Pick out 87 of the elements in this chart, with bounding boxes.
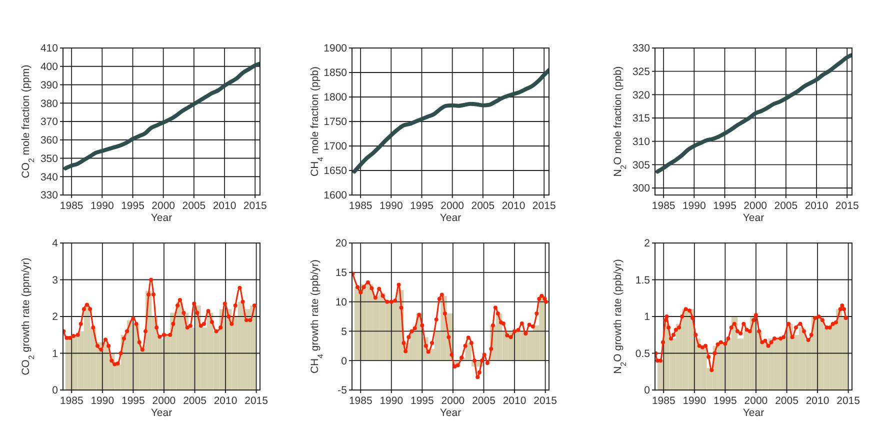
y-tick-label: 390 <box>40 79 58 92</box>
y-tick-label: 3 <box>52 274 58 286</box>
y-tick-label: 360 <box>40 134 58 147</box>
y-tick-label: 1750 <box>324 116 348 128</box>
x-tick-label: 1990 <box>380 395 404 407</box>
x-tick-label: 2000 <box>744 395 768 407</box>
y-tick-label: 0.5 <box>635 348 650 360</box>
x-tick-label: 1990 <box>682 200 706 212</box>
y-tick-label: -5 <box>338 384 348 397</box>
y-tick-label: 1 <box>52 348 58 360</box>
x-tick-label: 2000 <box>744 200 768 212</box>
y-tick-label: 0 <box>52 384 58 397</box>
x-tick-label: 2005 <box>183 395 207 407</box>
x-tick-label: 2005 <box>472 395 496 407</box>
x-tick-label: 2010 <box>502 200 526 212</box>
x-tick-label: 2010 <box>806 395 830 407</box>
x-axis-title: Year <box>150 407 173 419</box>
y-tick-label: 1.5 <box>635 274 650 286</box>
y-tick-label: 1700 <box>324 140 348 153</box>
x-tick-label: 2010 <box>804 200 828 212</box>
x-tick-label: 1995 <box>714 395 738 407</box>
x-tick-label: 1990 <box>682 395 706 407</box>
x-tick-label: 2005 <box>775 395 799 407</box>
y-tick-label: 1900 <box>324 42 348 55</box>
y-tick-label: 2 <box>644 238 650 250</box>
y-tick-label: 310 <box>632 136 650 148</box>
x-tick-label: 2010 <box>502 395 526 407</box>
y-tick-label: 410 <box>40 42 58 55</box>
y-tick-label: 305 <box>632 159 650 172</box>
x-tick-label: 1985 <box>348 395 372 407</box>
y-tick-label: 370 <box>40 116 58 128</box>
x-tick-label: 1990 <box>90 395 114 407</box>
x-tick-label: 2010 <box>214 395 238 407</box>
y-tick-label: 330 <box>40 190 58 202</box>
x-tick-label: 2000 <box>440 200 464 212</box>
x-axis-title: Year <box>440 407 462 419</box>
x-tick-label: 1985 <box>60 200 84 212</box>
y-tick-label: 325 <box>632 66 650 78</box>
y-tick-label: 340 <box>40 171 58 184</box>
y-tick-label: 330 <box>632 42 650 55</box>
x-tick-label: 2010 <box>212 200 236 212</box>
x-axis-title: Year <box>742 407 765 419</box>
y-tick-label: 4 <box>52 238 58 250</box>
y-tick-label: 380 <box>40 98 58 110</box>
y-tick-label: 20 <box>335 238 348 250</box>
y-tick-label: 2 <box>52 311 58 324</box>
x-tick-label: 2015 <box>835 200 859 212</box>
x-tick-label: 2005 <box>182 200 206 212</box>
x-tick-label: 1995 <box>713 200 737 212</box>
x-axis-title: Year <box>150 212 173 224</box>
y-tick-label: 10 <box>335 296 348 308</box>
x-tick-label: 2000 <box>152 395 176 407</box>
x-tick-label: 1995 <box>410 395 434 407</box>
x-axis-title: Year <box>440 212 462 224</box>
x-tick-label: 2005 <box>774 200 798 212</box>
x-tick-label: 2015 <box>243 200 267 212</box>
x-tick-label: 2000 <box>441 395 465 407</box>
x-tick-label: 2005 <box>471 200 495 212</box>
y-tick-label: 315 <box>632 112 650 125</box>
y-tick-label: 1600 <box>324 190 348 202</box>
y-tick-label: 320 <box>632 89 650 102</box>
x-tick-label: 2015 <box>534 395 558 407</box>
y-tick-label: 350 <box>40 152 58 165</box>
y-tick-label: 1850 <box>324 67 348 80</box>
x-tick-label: 1985 <box>652 200 676 212</box>
y-tick-label: 400 <box>40 61 58 74</box>
x-tick-label: 1990 <box>379 200 403 212</box>
x-tick-label: 1995 <box>122 395 146 407</box>
x-tick-label: 2015 <box>244 395 268 407</box>
x-tick-label: 2015 <box>532 200 556 212</box>
y-tick-label: 1 <box>644 311 650 324</box>
y-tick-label: 15 <box>335 267 348 280</box>
x-tick-label: 2015 <box>836 395 860 407</box>
x-tick-label: 1985 <box>348 200 372 212</box>
x-axis-title: Year <box>742 212 765 224</box>
x-tick-label: 1995 <box>410 200 434 212</box>
y-tick-label: 0 <box>644 384 650 397</box>
x-tick-label: 2000 <box>152 200 176 212</box>
x-tick-label: 1985 <box>60 395 84 407</box>
y-tick-label: 5 <box>341 326 348 338</box>
x-tick-label: 1995 <box>121 200 145 212</box>
x-tick-label: 1990 <box>90 200 114 212</box>
y-tick-label: 300 <box>632 182 650 195</box>
y-tick-label: 0 <box>341 355 348 368</box>
y-tick-label: 1650 <box>324 165 348 178</box>
y-tick-label: 1800 <box>324 92 348 104</box>
x-tick-label: 1985 <box>652 395 676 407</box>
